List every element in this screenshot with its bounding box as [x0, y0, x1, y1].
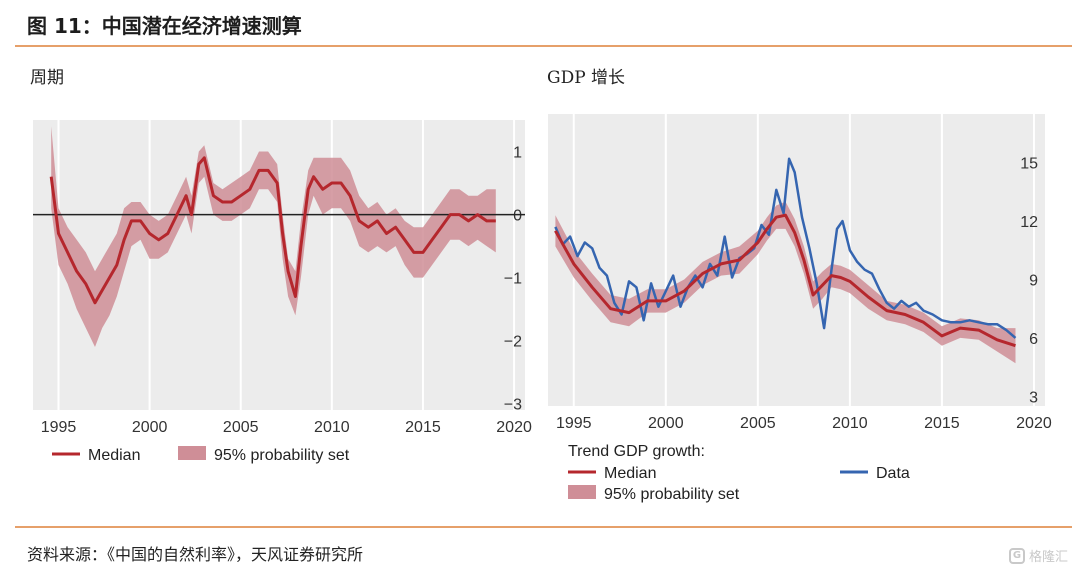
legend-swatch — [568, 485, 596, 499]
y-tick-label: 15 — [1020, 156, 1038, 173]
y-tick-label: −1 — [504, 271, 522, 288]
left-panel-title: 周期 — [30, 68, 64, 88]
top-divider — [15, 45, 1072, 47]
legend-label: 95% probability set — [604, 486, 740, 503]
x-tick-label: 2015 — [924, 415, 960, 432]
x-tick-label: 2000 — [132, 419, 168, 436]
chart-panel-1: 1995 2000 2005 2010 2015 2020 15 12 9 6 3 Trend GDP… — [548, 114, 1052, 503]
legend-label: Data — [876, 465, 910, 482]
median-line — [554, 213, 1016, 348]
bottom-divider — [15, 526, 1072, 528]
x-tick-label: 1995 — [556, 415, 592, 432]
x-tick-label: 2005 — [223, 419, 259, 436]
watermark: G 格隆汇 — [1008, 546, 1068, 565]
legend-label: 95% probability set — [214, 447, 350, 464]
plot-area — [548, 114, 1045, 406]
x-tick-label: 2010 — [314, 419, 350, 436]
x-tick-label: 2015 — [405, 419, 441, 436]
legend-swatch — [178, 446, 206, 460]
band-area — [51, 126, 496, 347]
x-tick-label: 2020 — [1016, 415, 1052, 432]
legend-label: Median — [604, 465, 656, 482]
y-tick-label: 1 — [513, 145, 522, 162]
y-tick-label: 9 — [1029, 272, 1038, 289]
legend: Median 95% probability set — [52, 446, 350, 464]
legend-label: Median — [88, 447, 140, 464]
x-tick-label: 1995 — [41, 419, 77, 436]
y-tick-label: −2 — [504, 334, 522, 351]
x-tick-label: 2000 — [648, 415, 684, 432]
watermark-logo-icon: G — [1008, 547, 1025, 564]
median-line — [49, 156, 496, 305]
x-tick-label: 2020 — [496, 419, 532, 436]
y-tick-label: 0 — [513, 208, 522, 225]
chart-panel-0: 1995 2000 2005 2010 2015 2020 1 0 −1 −2 −3 Median 95… — [33, 120, 532, 464]
x-tick-label: 2010 — [832, 415, 868, 432]
legend: Trend GDP growth: Median Data 95% probabili… — [568, 443, 910, 503]
source-note: 资料来源：《中国的自然利率》，天风证券研究所 — [27, 545, 364, 564]
band-area — [555, 201, 1016, 364]
x-tick-label: 2005 — [740, 415, 776, 432]
y-tick-label: −3 — [504, 397, 522, 414]
figure-title: 图 11：中国潜在经济增速测算 — [27, 14, 302, 38]
right-panel-title: GDP 增长 — [547, 68, 626, 88]
y-tick-label: 3 — [1029, 389, 1038, 406]
legend-title: Trend GDP growth: — [568, 443, 705, 460]
data-line — [554, 157, 1017, 339]
y-tick-label: 6 — [1029, 331, 1038, 348]
y-tick-label: 12 — [1020, 214, 1038, 231]
watermark-text: 格隆汇 — [1028, 550, 1068, 565]
